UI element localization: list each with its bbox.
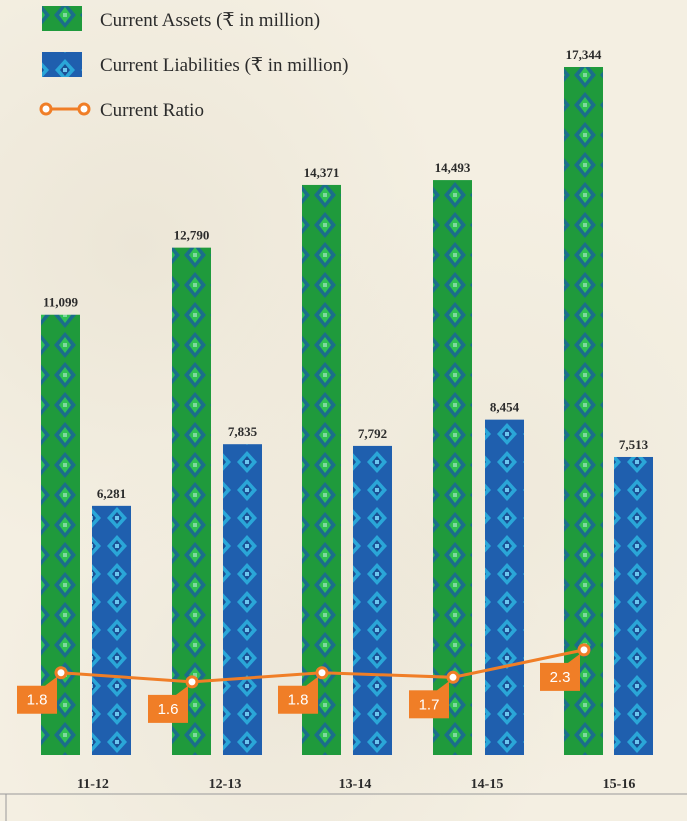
bar-assets-12-13 [172,247,211,756]
category-labels: 11-12 12-13 13-14 14-15 15-16 [77,777,635,792]
ratio-label-box-12-13 [148,694,188,723]
value-label-liabilities-11-12: 6,281 [97,486,126,501]
bars-group: 11,099 12,790 14,371 14,493 17,344 6,281 7,835… [41,47,653,756]
ratio-label-pointer-11-12 [45,676,57,694]
ratio-point-14-15 [446,670,460,684]
category-label-15-16: 15-16 [603,777,636,792]
bar-liabilities-13-14 [353,445,392,755]
value-label-liabilities-12-13: 7,835 [228,424,258,439]
value-label-assets-15-16: 17,344 [566,47,602,62]
legend-swatch-assets [42,6,82,31]
bar-liabilities-14-15 [485,419,524,755]
ratio-label-box-13-14 [278,685,318,714]
bar-assets-13-14 [302,184,341,755]
ratio-label-box-14-15 [409,690,449,719]
legend-label-liabilities: Current Liabilities (₹ in million) [100,55,349,76]
value-label-liabilities-15-16: 7,513 [619,437,649,452]
ratio-label-box-11-12 [17,685,57,714]
legend: Current Assets (₹ in million) Current Li… [39,6,349,121]
value-label-assets-13-14: 14,371 [304,165,340,180]
value-label-assets-11-12: 11,099 [43,295,79,310]
ratio-point-11-12 [54,666,68,680]
category-label-11-12: 11-12 [77,777,109,792]
bar-liabilities-12-13 [223,444,262,755]
bar-assets-15-16 [564,67,603,755]
ratio-value-label-15-16: 2.3 [550,669,571,686]
legend-label-ratio: Current Ratio [100,100,204,121]
legend-ratio-marker [39,102,91,116]
ratio-group: 1.8 1.6 1.8 1.7 2.3 [17,643,591,723]
ratio-value-label-12-13: 1.6 [158,701,179,718]
ratio-label-pointer-12-13 [176,685,188,703]
category-label-14-15: 14-15 [471,777,504,792]
ratio-point-13-14 [315,666,329,680]
ratio-label-pointer-14-15 [437,681,449,699]
legend-label-assets: Current Assets (₹ in million) [100,10,320,31]
value-label-assets-12-13: 12,790 [174,228,210,243]
ratio-label-box-15-16 [540,662,580,691]
bar-liabilities-15-16 [614,456,653,755]
ratio-value-label-14-15: 1.7 [419,696,440,713]
ratio-value-label-13-14: 1.8 [288,692,309,709]
bar-assets-14-15 [433,180,472,756]
bar-liabilities-11-12 [92,505,131,755]
category-label-12-13: 12-13 [209,777,242,792]
bar-assets-11-12 [41,314,80,755]
value-label-liabilities-13-14: 7,792 [358,426,387,441]
value-label-liabilities-14-15: 8,454 [490,400,520,415]
value-label-assets-14-15: 14,493 [435,160,471,175]
ratio-value-label-11-12: 1.8 [27,692,48,709]
category-label-13-14: 13-14 [339,777,372,792]
ratio-label-pointer-15-16 [568,653,580,671]
ratio-label-pointer-13-14 [306,676,318,694]
ratio-point-12-13 [185,675,199,689]
legend-swatch-liabilities [42,52,82,77]
ratio-point-15-16 [577,643,591,657]
